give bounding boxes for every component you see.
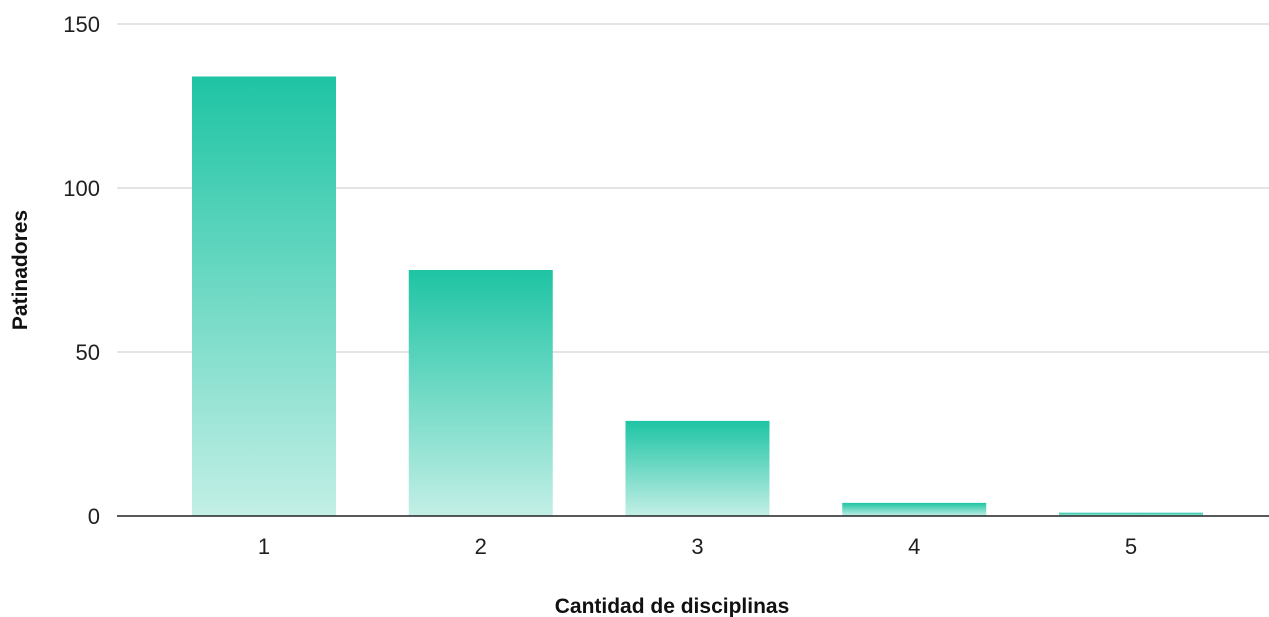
x-tick-label: 3 bbox=[691, 534, 703, 559]
bars bbox=[192, 76, 1203, 516]
x-tick-label: 5 bbox=[1125, 534, 1137, 559]
x-tick-label: 4 bbox=[908, 534, 920, 559]
x-axis-title: Cantidad de disciplinas bbox=[555, 595, 790, 617]
y-axis-title: Patinadores bbox=[9, 210, 32, 330]
bar-3 bbox=[625, 420, 770, 516]
y-tick-label: 0 bbox=[88, 504, 100, 529]
y-tick-label: 150 bbox=[63, 12, 100, 37]
bar-4 bbox=[842, 502, 987, 516]
y-tick-label: 100 bbox=[63, 176, 100, 201]
x-axis-ticks: 1 2 3 4 5 bbox=[258, 534, 1137, 559]
y-axis-ticks: 0 50 100 150 bbox=[63, 12, 100, 529]
bar-1 bbox=[192, 76, 336, 516]
bar-2 bbox=[408, 270, 553, 516]
bar-5 bbox=[1059, 512, 1203, 516]
x-tick-label: 1 bbox=[258, 534, 270, 559]
x-tick-label: 2 bbox=[475, 534, 487, 559]
y-tick-label: 50 bbox=[76, 340, 100, 365]
